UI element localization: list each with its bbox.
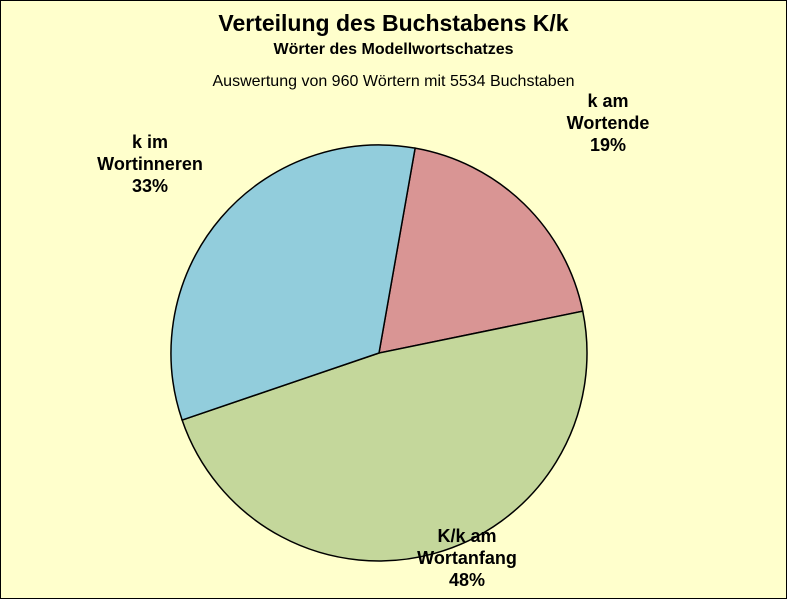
slice-label-0: k am Wortende 19% [567,91,650,155]
pie-slice-0 [378,147,584,354]
chart-subtitle: Wörter des Modellwortschatzes [273,41,514,58]
slice-label-2: k im Wortinneren 33% [97,132,203,196]
pie-slice-2 [170,144,416,421]
slice-label-1: K/k am Wortanfang 48% [417,526,517,590]
chart-note: Auswertung von 960 Wörtern mit 5534 Buch… [212,73,575,90]
chart-title: Verteilung des Buchstabens K/k [218,10,569,36]
pie-slice-1 [181,310,588,562]
